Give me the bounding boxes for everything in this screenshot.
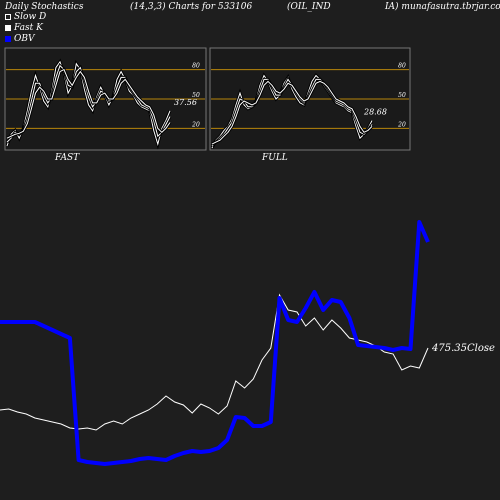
fast-panel-label: FAST bbox=[55, 153, 80, 163]
full-series-2 bbox=[211, 80, 373, 145]
fast-series-0 bbox=[6, 60, 171, 147]
full-level-label: 50 bbox=[398, 92, 406, 99]
close-price-line bbox=[0, 293, 429, 431]
chart-params: (14,3,3) Charts for 533106 bbox=[130, 2, 253, 12]
chart-title: Daily Stochastics bbox=[5, 2, 84, 12]
fast-level-label: 50 bbox=[192, 92, 200, 99]
fast-series-2 bbox=[6, 68, 171, 139]
legend-obv: OBV bbox=[5, 34, 35, 44]
legend-slow-d-label: Slow D bbox=[14, 12, 47, 22]
fast-level-label: 80 bbox=[192, 63, 200, 70]
obv-line bbox=[0, 220, 430, 466]
full-panel-label: FULL bbox=[262, 153, 288, 163]
fast-series-1 bbox=[6, 64, 171, 143]
blue-square-icon bbox=[5, 36, 11, 42]
full-last-value: 28.68 bbox=[363, 108, 387, 117]
full-level-label: 80 bbox=[398, 63, 406, 70]
filled-square-icon bbox=[5, 25, 11, 31]
full-level-label: 20 bbox=[397, 121, 406, 128]
symbol-label: (OIL_IND bbox=[287, 2, 331, 12]
legend-slow-d: Slow D bbox=[5, 12, 46, 22]
fast-level-label: 20 bbox=[191, 121, 200, 128]
hollow-square-icon bbox=[5, 14, 11, 20]
legend-obv-label: OBV bbox=[14, 34, 35, 44]
close-price-label: 475.35Close bbox=[431, 343, 495, 354]
site-label: IA) munafasutra.tbrjar.com bbox=[385, 2, 500, 12]
legend-fast-k-label: Fast K bbox=[14, 23, 43, 33]
legend-fast-k: Fast K bbox=[5, 23, 43, 33]
fast-last-value: 37.56 bbox=[174, 98, 197, 107]
